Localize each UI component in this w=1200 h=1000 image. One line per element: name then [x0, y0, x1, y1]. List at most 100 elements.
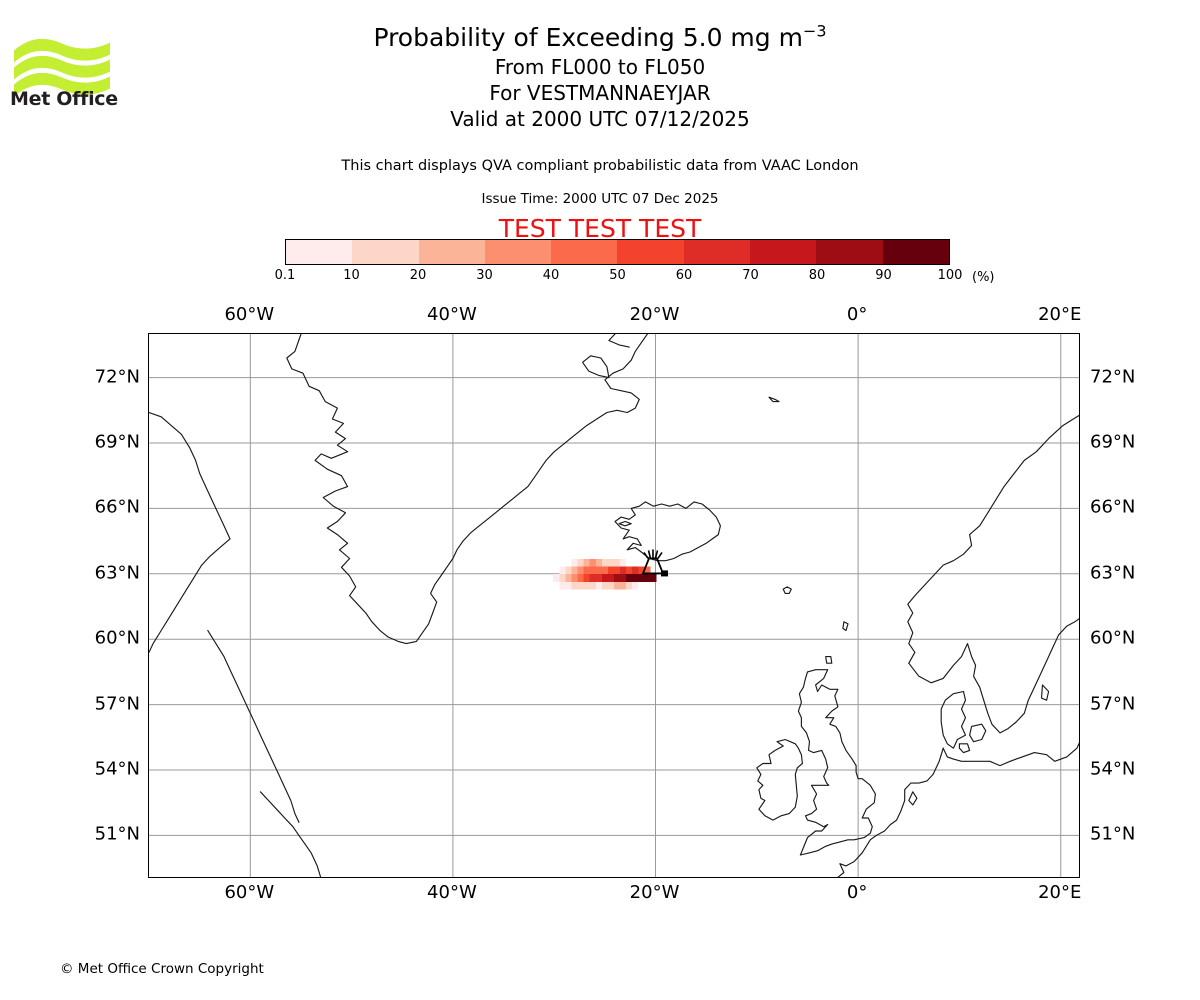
probability-cell	[595, 581, 602, 590]
valid-time: Valid at 2000 UTC 07/12/2025	[450, 107, 750, 131]
colorbar-tick-labels: 0.1 10 20 30 40 50 60 70 80 90 100	[275, 268, 963, 286]
colorbar-tick-0.1: 0.1	[274, 268, 296, 283]
lat-tick-left-63°N: 63°N	[94, 562, 140, 584]
probability-cell	[613, 581, 621, 590]
probability-cell	[595, 566, 602, 575]
probability-cell	[607, 558, 614, 567]
probability-cell	[601, 566, 608, 575]
coastline-path	[1040, 684, 1050, 701]
map-plot-area[interactable]	[148, 333, 1080, 878]
lon-tick-top-60°W: 60°W	[224, 304, 275, 325]
lat-tick-right-69°N: 69°N	[1090, 431, 1136, 453]
met-office-waves-logo	[14, 38, 110, 97]
probability-cell	[638, 566, 645, 575]
probability-cell	[626, 566, 633, 575]
probability-cell	[583, 581, 590, 590]
coastline-path	[614, 501, 721, 562]
lon-tick-top-0°: 0°	[846, 304, 868, 325]
lat-tick-right-66°N: 66°N	[1090, 496, 1136, 518]
colorbar-tick-40: 40	[542, 268, 560, 283]
probability-cell	[613, 574, 621, 583]
coastline-path	[582, 355, 610, 379]
colorbar-band-3	[484, 240, 552, 264]
probability-cell	[559, 566, 566, 575]
probability-cell	[565, 581, 572, 590]
coastline-path	[825, 656, 833, 664]
colorbar-band-4	[551, 240, 618, 264]
probability-cell	[559, 581, 566, 590]
probability-cell	[553, 574, 560, 583]
colorbar-bands	[285, 239, 950, 265]
probability-cell	[589, 581, 596, 590]
lat-tick-left-54°N: 54°N	[94, 758, 140, 780]
colorbar-band-7	[750, 240, 817, 264]
coastline-path	[756, 738, 803, 821]
lat-tick-left-60°N: 60°N	[94, 627, 140, 649]
lat-tick-right-72°N: 72°N	[1090, 366, 1136, 388]
probability-cell	[577, 574, 584, 583]
probability-cell	[577, 566, 584, 575]
probability-cell	[650, 574, 657, 583]
colorbar-tick-100: 100	[937, 268, 963, 283]
map-canvas	[149, 334, 1079, 877]
colorbar-tick-90: 90	[875, 268, 892, 283]
lon-tick-top-20°W: 20°W	[629, 304, 680, 325]
probability-cell	[644, 566, 651, 575]
probability-cell	[638, 574, 645, 583]
colorbar-band-2	[418, 240, 485, 264]
probability-cell	[571, 566, 578, 575]
issue-time: Issue Time: 2000 UTC 07 Dec 2025	[481, 191, 719, 207]
test-banner: TEST TEST TEST	[498, 214, 702, 243]
coastline-path	[969, 723, 987, 743]
map-frame[interactable]	[148, 333, 1080, 878]
probability-cell	[571, 558, 578, 567]
lat-tick-left-72°N: 72°N	[94, 366, 140, 388]
page-title: Probability of Exceeding 5.0 mg m−3	[150, 22, 1050, 54]
probability-cell	[613, 558, 621, 567]
probability-cell	[601, 558, 608, 567]
probability-cell	[583, 574, 590, 583]
colorbar-band-6	[683, 240, 751, 264]
probability-cell	[620, 566, 627, 575]
lon-tick-bottom-60°W: 60°W	[224, 882, 275, 903]
coastline-path	[286, 334, 648, 645]
probability-cell	[620, 581, 627, 590]
probability-cell	[607, 566, 614, 575]
probability-cell	[577, 558, 584, 567]
coastline-path	[837, 747, 944, 877]
copyright-notice: © Met Office Crown Copyright	[60, 961, 264, 977]
coastline-path	[940, 690, 967, 749]
probability-colorbar	[285, 239, 950, 265]
coastline-path	[259, 791, 322, 877]
probability-cell	[607, 581, 614, 590]
coastline-path	[608, 334, 630, 348]
qva-compliance-note: This chart displays QVA compliant probab…	[341, 158, 859, 174]
coastline-path	[942, 742, 1079, 767]
probability-cell	[559, 574, 566, 583]
title-text: Probability of Exceeding 5.0 mg m	[373, 23, 803, 52]
colorbar-tick-30: 30	[476, 268, 493, 283]
probability-cell	[601, 574, 608, 583]
coastline-path	[908, 791, 918, 806]
coastline-path	[768, 396, 780, 403]
lon-tick-bottom-20°W: 20°W	[629, 882, 680, 903]
title-exponent: −3	[802, 21, 827, 41]
coastline-path	[797, 669, 876, 856]
lon-tick-bottom-40°W: 40°W	[427, 882, 477, 903]
coastline-path	[842, 621, 849, 632]
coastlines	[149, 334, 1079, 877]
probability-cell	[589, 558, 596, 567]
probability-cell	[632, 574, 639, 583]
lat-tick-right-54°N: 54°N	[1090, 758, 1136, 780]
map-gridlines	[149, 334, 1079, 877]
colorbar-tick-10: 10	[343, 268, 360, 283]
probability-cell	[577, 581, 584, 590]
lat-tick-right-51°N: 51°N	[1090, 823, 1136, 845]
lat-tick-left-57°N: 57°N	[94, 693, 140, 715]
lon-tick-bottom-0°: 0°	[846, 882, 868, 903]
colorbar-units-label: (%)	[972, 270, 995, 285]
lat-tick-right-63°N: 63°N	[1090, 562, 1136, 584]
lon-tick-top-20°E: 20°E	[1038, 304, 1082, 325]
lat-tick-left-69°N: 69°N	[94, 431, 140, 453]
lat-tick-left-66°N: 66°N	[94, 496, 140, 518]
